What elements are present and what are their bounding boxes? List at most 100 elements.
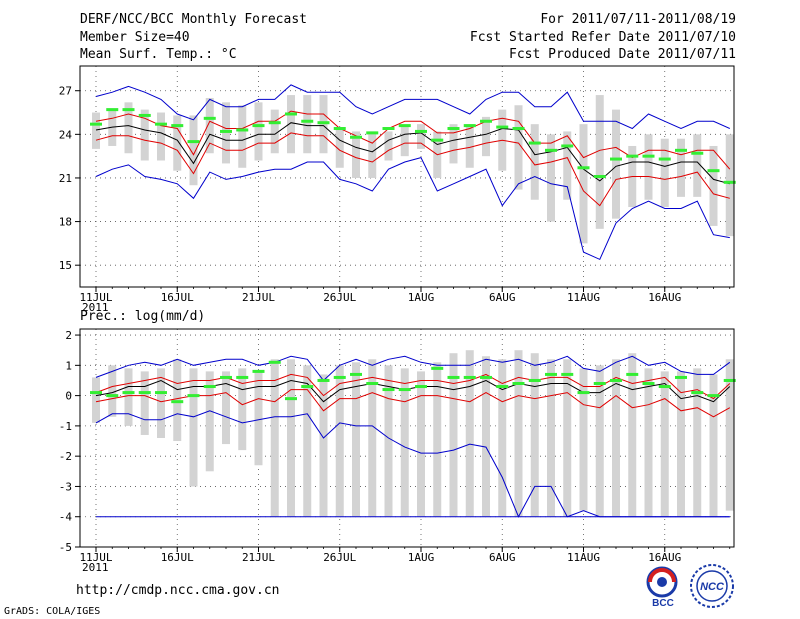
fcst-produced-date: Fcst Produced Date 2011/07/11 — [509, 47, 736, 62]
precip-ytick-label: -1 — [59, 420, 72, 433]
temp-lower-line — [95, 132, 730, 207]
precip-box — [595, 365, 604, 517]
precip-observed-mark — [90, 391, 102, 395]
temp-box — [482, 116, 490, 157]
temp-box — [563, 131, 572, 200]
temp-upper-line — [95, 110, 731, 170]
precip-observed-mark — [171, 400, 184, 404]
temp-box — [400, 127, 409, 157]
precip-panel-label: Prec.: log(mm/d) — [80, 309, 206, 324]
precip-observed-mark — [333, 375, 346, 379]
precip-box — [319, 374, 328, 517]
temp-observed-mark — [220, 129, 232, 133]
fcst-started-date: Fcst Started Refer Date 2011/07/10 — [469, 30, 736, 45]
temp-observed-mark — [122, 108, 135, 112]
precip-box — [547, 359, 555, 517]
precip-upper-line — [95, 373, 731, 400]
temp-box — [547, 134, 555, 222]
temp-box — [140, 109, 149, 161]
temp-observed-mark — [90, 122, 102, 126]
precip-xtick-label: 21JUL — [242, 551, 275, 564]
precip-observed-mark — [463, 375, 476, 379]
precip-box — [157, 368, 165, 438]
temp-box — [270, 109, 279, 154]
temp-box — [612, 109, 620, 219]
precip-observed-mark — [593, 382, 606, 385]
temp-mean-line — [95, 122, 730, 185]
precip-observed-mark — [203, 385, 216, 389]
temp-box — [677, 138, 685, 197]
temp-box — [530, 124, 539, 200]
precip-box — [449, 353, 458, 517]
temp-observed-mark — [545, 148, 557, 152]
precip-box — [612, 359, 620, 517]
temp-box — [465, 124, 474, 168]
precip-box — [514, 350, 523, 517]
precip-ytick-label: -5 — [59, 541, 72, 554]
precip-ytick-label: 0 — [65, 390, 72, 403]
precip-box — [644, 368, 653, 517]
temp-observed-mark — [480, 119, 492, 123]
temp-box — [644, 134, 653, 200]
precip-box — [660, 371, 669, 517]
temp-xtick-label: 1AUG — [408, 291, 435, 304]
precip-observed-mark — [561, 372, 574, 376]
temp-box — [725, 134, 734, 237]
precip-observed-mark — [187, 394, 200, 398]
temp-box — [368, 131, 377, 178]
temp-box — [335, 127, 344, 168]
precip-box — [254, 371, 263, 466]
member-size: Member Size=40 — [80, 30, 190, 45]
temp-box — [124, 102, 133, 154]
temp-box — [92, 112, 100, 149]
precip-min-line — [95, 410, 730, 518]
temp-box — [709, 145, 718, 226]
temp-observed-mark — [366, 131, 379, 135]
precip-observed-mark — [301, 385, 314, 389]
temp-observed-mark — [317, 121, 330, 125]
temp-observed-mark — [106, 108, 119, 112]
precip-xtick-label: 11AUG — [567, 551, 600, 564]
temp-ytick-label: 18 — [59, 216, 72, 229]
precip-box — [579, 368, 588, 511]
temp-frame — [79, 65, 735, 288]
precip-observed-mark — [122, 391, 135, 395]
precip-observed-mark — [350, 372, 362, 376]
precip-xtick-label: 26JUL — [323, 551, 356, 564]
precip-observed-mark — [675, 375, 687, 379]
precip-box — [368, 359, 377, 517]
temp-observed-mark — [203, 116, 216, 120]
temp-observed-mark — [658, 157, 671, 161]
precip-observed-mark — [317, 378, 330, 382]
precip-observed-mark — [512, 382, 525, 385]
temp-ytick-label: 24 — [59, 128, 73, 141]
temp-observed-mark — [350, 135, 362, 139]
precip-box — [563, 359, 572, 517]
chart-title: DERF/NCC/BCC Monthly Forecast — [80, 12, 307, 27]
precip-box — [530, 353, 539, 517]
precip-xtick-label: 16AUG — [648, 551, 681, 564]
precip-box — [270, 359, 279, 517]
precip-lower-line — [95, 389, 731, 418]
temp-observed-mark — [236, 128, 249, 132]
precip-observed-mark — [707, 394, 720, 398]
temp-ytick-label: 27 — [59, 85, 72, 98]
temp-box — [238, 105, 247, 168]
temp-observed-mark — [138, 113, 151, 117]
precip-ytick-label: 1 — [65, 359, 72, 372]
temp-observed-mark — [723, 180, 736, 184]
precip-xtick-label: 6AUG — [489, 551, 516, 564]
precip-box — [498, 359, 507, 517]
source-url[interactable]: http://cmdp.ncc.cma.gov.cn — [76, 583, 280, 598]
precip-observed-mark — [626, 372, 639, 376]
temp-observed-mark — [155, 122, 167, 126]
precip-ytick-label: -2 — [59, 450, 72, 463]
temp-box — [108, 109, 117, 146]
temp-box — [595, 95, 604, 229]
temp-observed-mark — [707, 169, 720, 173]
temp-box — [157, 112, 165, 161]
temp-box — [189, 115, 198, 186]
precip-box — [400, 368, 409, 517]
temp-observed-mark — [268, 121, 281, 125]
